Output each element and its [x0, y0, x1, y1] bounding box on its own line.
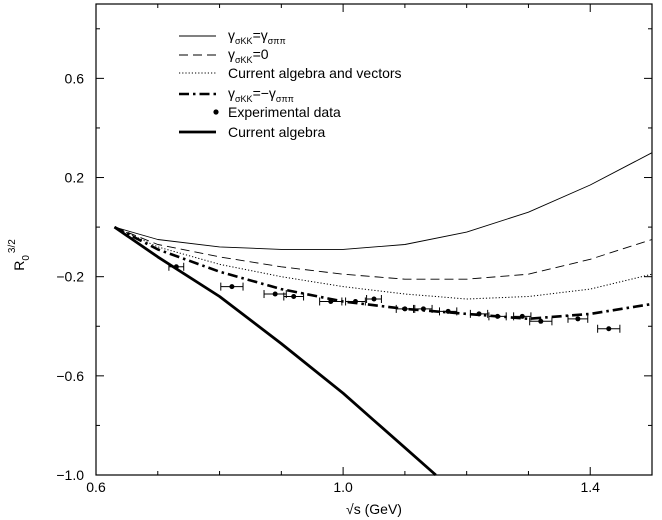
y-tick-label: −0.2: [56, 269, 84, 285]
data-point: [575, 316, 581, 322]
legend-label-experimental-data: Experimental data: [228, 104, 341, 120]
y-ticks: −1.0 −0.6 −0.2 0.2 0.6: [56, 28, 652, 483]
y-axis-label-sub: 0: [21, 255, 32, 261]
series-line-dash-dot: [113, 225, 653, 321]
data-point: [291, 294, 297, 300]
legend-label-coupling-zero: γσKK=0: [228, 46, 269, 65]
experimental-point: [414, 304, 433, 313]
experimental-point: [345, 297, 366, 306]
legend-label-current-algebra-vectors: Current algebra and vectors: [228, 65, 402, 81]
data-point: [402, 306, 408, 312]
series-line-thin-solid: [114, 152, 653, 250]
experimental-point: [263, 290, 287, 299]
x-tick-label: 0.6: [86, 479, 106, 495]
legend: γσKK=γσππ γσKK=0 Current algebra and vec…: [179, 27, 402, 140]
experimental-point: [567, 314, 589, 323]
experimental-point: [395, 304, 415, 313]
legend-label-coupling-opposite: γσKK=−γσππ: [228, 85, 294, 104]
series-line-dashed: [114, 226, 653, 280]
x-axis-label: √s (GeV): [346, 501, 402, 517]
experimental-point: [168, 262, 185, 271]
experimental-point: [283, 292, 305, 301]
y-tick-label: −0.6: [56, 368, 84, 384]
data-point: [352, 298, 358, 304]
series-layer: [113, 152, 653, 477]
y-axis-label: R03/2: [7, 239, 32, 271]
experimental-point: [597, 324, 621, 333]
y-tick-label: 0.2: [65, 170, 85, 186]
data-point: [371, 296, 377, 302]
experimental-point: [366, 294, 382, 303]
series-line-dotted: [114, 226, 653, 300]
experimental-point: [438, 307, 458, 316]
data-point: [495, 313, 501, 319]
series-line-thick-solid: [113, 225, 437, 477]
data-point: [476, 311, 482, 317]
y-tick-label: −1.0: [56, 467, 84, 483]
y-tick-label: 0.6: [65, 70, 85, 86]
x-ticks: 0.6 1.0 1.4: [86, 4, 600, 495]
data-point: [519, 313, 525, 319]
data-point: [606, 326, 612, 332]
experimental-point: [319, 297, 343, 306]
data-point: [229, 284, 235, 290]
legend-swatch-experimental-point: [213, 109, 219, 115]
y-axis-label-sup: 3/2: [7, 239, 18, 253]
experimental-data-layer: [168, 262, 621, 333]
legend-label-current-algebra: Current algebra: [228, 124, 325, 140]
experimental-point: [513, 312, 532, 321]
x-tick-label: 1.4: [580, 479, 600, 495]
data-point: [272, 291, 278, 297]
experimental-point: [529, 317, 553, 326]
y-axis-label-main: R: [11, 261, 27, 271]
data-point: [538, 318, 544, 324]
data-point: [328, 298, 334, 304]
experimental-point: [488, 312, 507, 321]
data-point: [445, 308, 451, 314]
data-point: [173, 264, 179, 270]
data-point: [420, 306, 426, 312]
experimental-point: [220, 282, 244, 291]
svg-text:R03/2: R03/2: [7, 239, 32, 271]
legend-label-coupling-equal: γσKK=γσππ: [228, 27, 286, 46]
x-tick-label: 1.0: [333, 479, 353, 495]
experimental-point: [469, 309, 489, 318]
